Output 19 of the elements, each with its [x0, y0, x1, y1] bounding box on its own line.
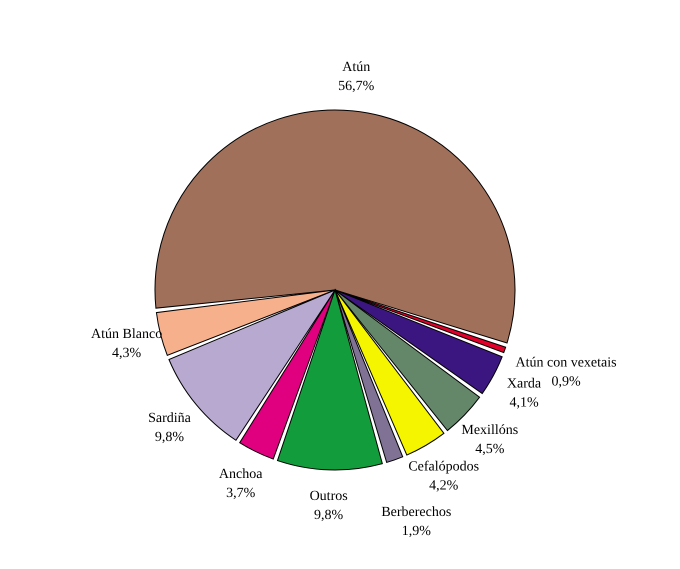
data-label: 1,9%	[402, 524, 432, 540]
slice-label: Atún	[342, 60, 370, 76]
data-label: 3,7%	[226, 486, 256, 502]
slice-label: Outros	[310, 488, 348, 504]
data-label: 56,7%	[338, 79, 375, 94]
data-label: 4,5%	[475, 442, 505, 458]
slice-label: Berberechos	[381, 505, 452, 520]
data-label: 9,8%	[154, 430, 184, 446]
data-label: 4,1%	[509, 395, 539, 410]
slice-label: Cefalópodos	[408, 459, 480, 474]
slice-label: Mexillóns	[461, 423, 518, 438]
data-label: 9,8%	[314, 508, 344, 523]
slice-label: Xarda	[506, 376, 542, 392]
data-label: 4,3%	[112, 346, 142, 361]
slice-label: Anchoa	[218, 467, 264, 482]
slice-label: Atún con vexetais	[515, 356, 617, 371]
slice-label: Sardiña	[148, 411, 192, 426]
data-label: 0,9%	[551, 374, 581, 390]
data-label: 4,2%	[429, 478, 459, 494]
